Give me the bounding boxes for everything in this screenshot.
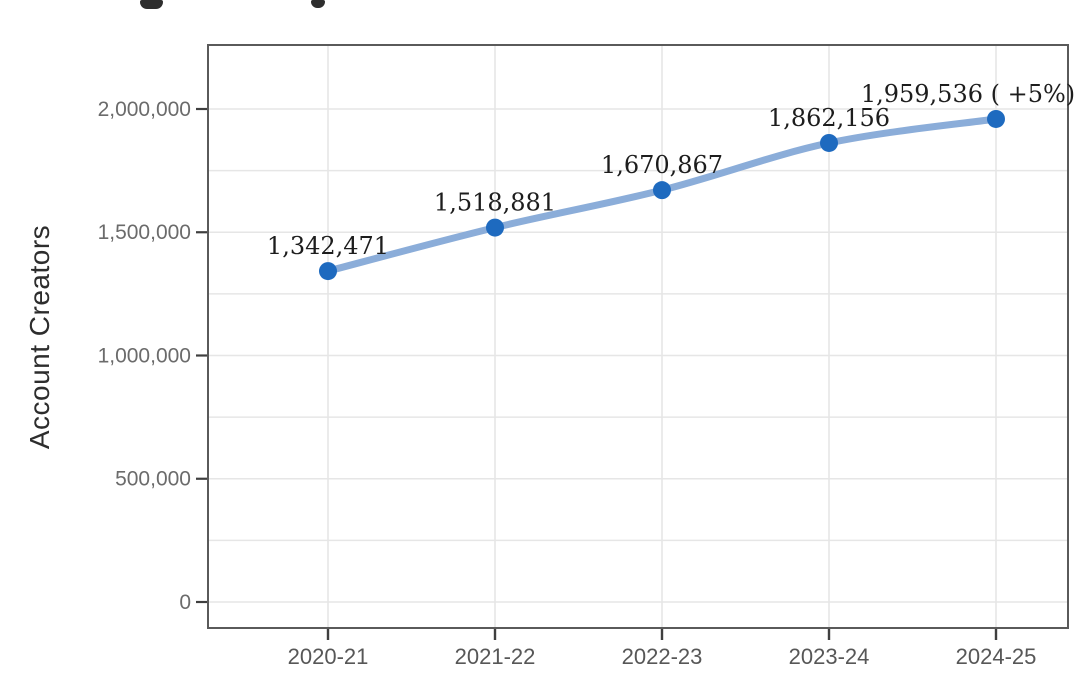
y-tick-label: 1,500,000 (98, 221, 191, 244)
x-tick-label: 2023-24 (789, 644, 870, 669)
y-tick-label: 0 (179, 591, 191, 614)
x-tick-label: 2020-21 (288, 644, 369, 669)
data-point-label: 1,959,536 ( +5%) (861, 80, 1075, 108)
data-point (653, 181, 671, 200)
plot-panel-border (207, 44, 1069, 629)
data-point (820, 133, 838, 152)
y-tick-label: 1,000,000 (98, 344, 191, 367)
data-point-label: 1,862,156 (768, 104, 890, 132)
data-point-label: 1,670,867 (601, 151, 723, 179)
x-tick-label: 2024-25 (956, 644, 1037, 669)
y-tick-label: 500,000 (115, 468, 191, 491)
x-tick-label: 2022-23 (622, 644, 703, 669)
data-point (486, 218, 504, 237)
data-point (319, 262, 337, 281)
data-point-label: 1,518,881 (434, 189, 556, 217)
y-tick-label: 2,000,000 (98, 98, 191, 121)
clipped-title-letter-descender (140, 0, 163, 9)
y-axis-title-label: Account Creators (24, 224, 55, 450)
x-tick-label: 2021-22 (455, 644, 536, 669)
clipped-title-letter-descender (311, 0, 325, 8)
clipped-title (0, 0, 1080, 12)
data-point-label: 1,342,471 (267, 232, 389, 260)
data-point (987, 109, 1005, 128)
